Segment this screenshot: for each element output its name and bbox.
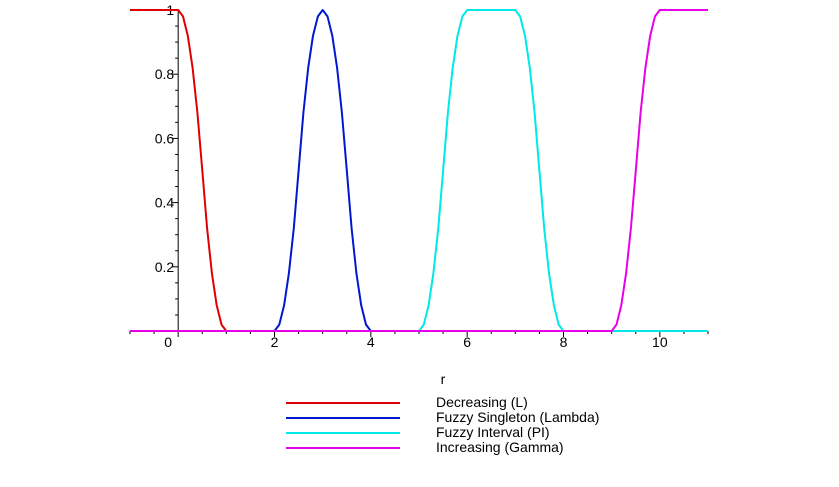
series-group [130,9,708,332]
x-tick-label: 0 [164,334,172,350]
x-tick-label: 10 [652,334,668,350]
legend-swatch [286,446,400,449]
x-tick-label: 8 [560,334,568,350]
legend-entry: Increasing (Gamma) [286,440,686,455]
x-tick-label: 2 [271,334,279,350]
x-axis-label: r [441,371,446,387]
series-line-1 [130,9,708,332]
x-tick-label: 6 [463,334,471,350]
legend-swatch [286,401,400,404]
legend-entry: Fuzzy Singleton (Lambda) [286,410,686,425]
legend-entry: Decreasing (L) [286,395,686,410]
legend-label: Fuzzy Interval (PI) [436,424,550,440]
axes [130,10,708,332]
series-line-3 [130,9,708,332]
legend-label: Decreasing (L) [436,394,528,410]
legend-label: Increasing (Gamma) [436,439,564,455]
y-tick-label: 0.8 [155,66,175,82]
legend-label: Fuzzy Singleton (Lambda) [436,409,600,425]
legend-swatch [286,416,400,419]
y-tick-label: 0.6 [155,130,175,146]
y-tick-label: 0.2 [155,259,175,275]
x-tick-label: 4 [367,334,375,350]
tick-group: 0 2 4 6 8 100.20.40.60.81 [129,2,709,350]
legend: Decreasing (L) Fuzzy Singleton (Lambda) Fu… [286,395,686,455]
legend-entry: Fuzzy Interval (PI) [286,425,686,440]
series-line-2 [130,9,708,332]
series-line-4 [130,9,708,332]
legend-swatch [286,431,400,434]
y-tick-label: 0.4 [155,195,175,211]
